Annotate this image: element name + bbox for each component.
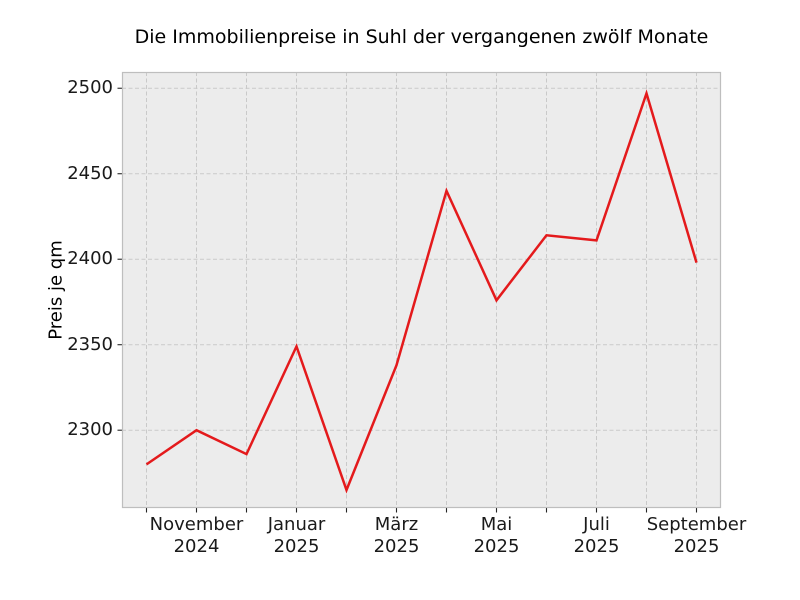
x-tick-label-year: 2025: [473, 536, 520, 557]
x-tick-label-month: Januar: [267, 514, 326, 535]
x-tick-label-year: 2025: [573, 536, 620, 557]
x-tick-label: September 2025: [647, 514, 747, 558]
chart-title: Die Immobilienpreise in Suhl der vergang…: [134, 26, 709, 48]
x-tick-label-year: 2025: [673, 536, 720, 557]
line-chart-svg: [117, 71, 722, 513]
y-tick-label: 2350: [67, 333, 113, 355]
x-tick-label-month: März: [374, 514, 419, 535]
x-tick-label: März 2025: [374, 514, 420, 558]
axes-background: [122, 72, 721, 508]
y-tick-label: 2400: [67, 248, 113, 270]
y-tick-label: 2300: [67, 419, 113, 441]
x-tick-label-year: 2025: [373, 536, 420, 557]
axes-spines: [121, 71, 722, 509]
price-line-series: [145, 89, 698, 494]
x-tick-label-month: November: [149, 514, 244, 535]
x-tick-label-month: Mai: [480, 514, 513, 535]
x-tick-label: Mai 2025: [474, 514, 520, 558]
y-tick-label: 2450: [67, 162, 113, 184]
plot-area: [117, 71, 722, 513]
x-tick-label-year: 2025: [273, 536, 320, 557]
y-tick-label: 2500: [67, 77, 113, 99]
x-tick-label: November 2024: [150, 514, 244, 558]
x-tick-label-month: September: [646, 514, 747, 535]
x-tick-label-year: 2024: [173, 536, 220, 557]
x-tick-label: Januar 2025: [268, 514, 326, 558]
x-tick-label-month: Juli: [583, 514, 610, 535]
x-tick-label: Juli 2025: [574, 514, 620, 558]
